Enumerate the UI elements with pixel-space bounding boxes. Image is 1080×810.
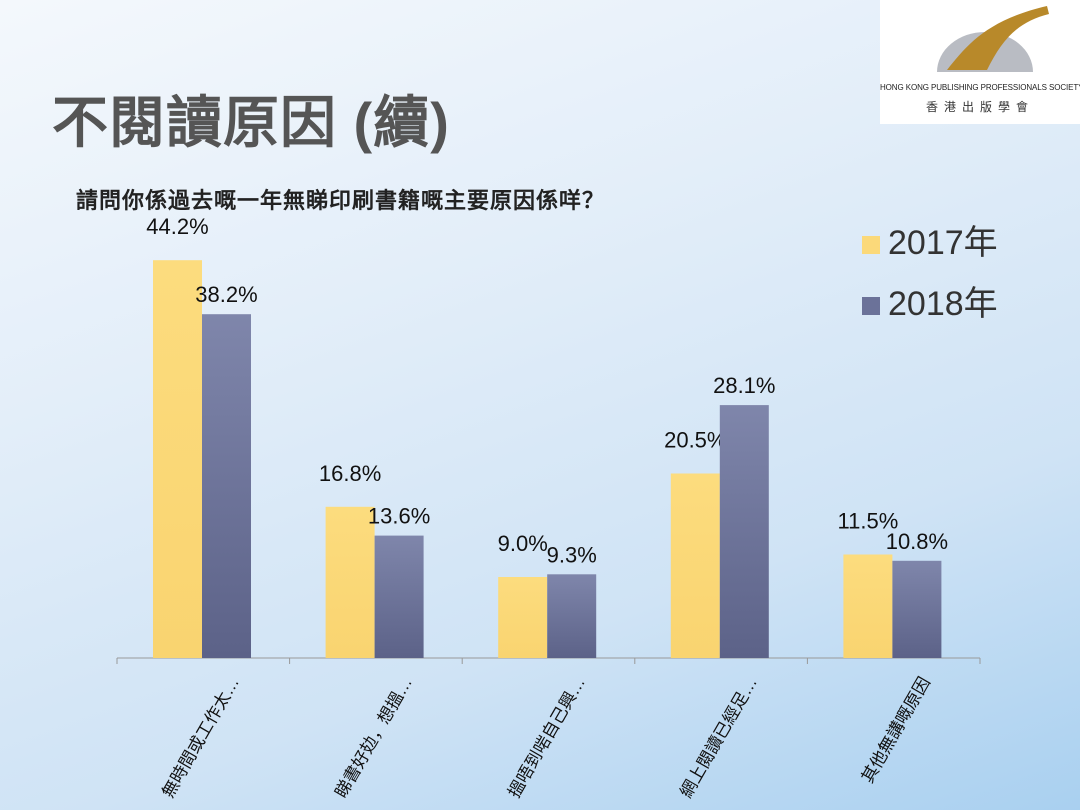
bar-2017年-2 [498,577,548,658]
slide-title: 不閱讀原因 (續) [52,91,450,154]
logo: HONG KONG PUBLISHING PROFESSIONALS SOCIE… [880,0,1080,124]
bar-2018年-3 [719,405,769,658]
logo-emblem-icon [937,6,1049,72]
bar-2017年-4 [843,554,893,658]
bar-2017年-0 [153,260,202,658]
legend-swatch [862,297,880,316]
data-label: 16.8% [319,461,381,486]
data-label: 10.8% [886,529,948,554]
bar-2018年-2 [547,574,597,658]
legend-item-2018: 2018年 [862,276,998,325]
bar-2018年-1 [374,535,424,658]
data-label: 9.0% [498,531,548,556]
data-label: 11.5% [838,509,899,534]
logo-text-zh: 香港出版學會 [925,100,1034,114]
data-label: 28.1% [713,373,775,398]
chart-title: 請問你係過去嘅一年無睇印刷書籍嘅主要原因係咩？ [76,188,606,213]
legend-label: 2018年 [888,285,998,323]
data-label: 20.5% [664,428,726,453]
legend-swatch [862,236,880,255]
legend-label: 2017年 [888,224,998,262]
data-label: 44.2% [146,214,208,239]
data-label: 9.3% [547,542,597,567]
legend-item-2017: 2017年 [862,215,998,264]
logo-text-en: HONG KONG PUBLISHING PROFESSIONALS SOCIE… [880,83,1080,92]
bar-2017年-1 [325,506,375,658]
data-label: 38.2% [195,282,257,307]
bar-2018年-4 [892,560,942,658]
bar-2017年-3 [670,473,720,658]
data-label: 13.6% [368,504,430,529]
bar-2018年-0 [202,314,251,658]
